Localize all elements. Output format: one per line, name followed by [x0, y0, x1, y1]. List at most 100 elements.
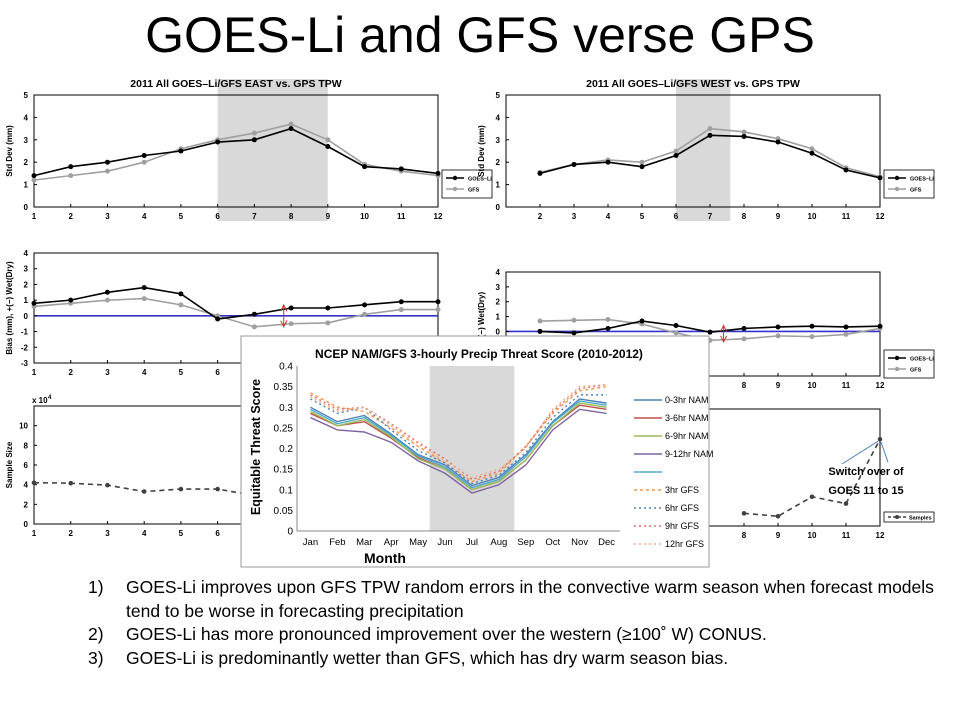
x-axis-label: Month: [364, 550, 406, 566]
annotation-arrow: [880, 442, 889, 463]
legend-marker: [895, 515, 899, 519]
x-tick-label: 6: [215, 368, 220, 377]
goes-li-series-point: [141, 285, 147, 291]
gfs-series-point: [178, 302, 184, 308]
y-tick-label: 2: [24, 158, 29, 167]
gfs-series-point: [288, 321, 294, 327]
legend-label: GOES–Li: [910, 357, 934, 363]
samples-series-point: [141, 489, 147, 494]
goes-li-series-point: [639, 318, 645, 324]
gfs-series-point: [141, 159, 147, 165]
x-tick-label: 9: [776, 212, 781, 221]
x-tick-label: 8: [289, 212, 294, 221]
y-tick-label: -2: [21, 343, 29, 352]
gfs-series-point: [325, 137, 331, 143]
x-tick-label: 5: [179, 212, 184, 221]
goes-li-series-point: [537, 170, 543, 176]
goes-li-series-point: [843, 167, 849, 173]
y-tick-label: 0.15: [274, 465, 294, 476]
bullet-number: 3): [88, 647, 104, 668]
gfs-series-point: [571, 317, 577, 323]
y-tick-label: 0.35: [274, 382, 294, 393]
goes-li-series-point: [741, 325, 747, 331]
goes-li-series-point: [843, 324, 849, 330]
x-tick-label: 3: [105, 212, 110, 221]
goes-li-series-point: [68, 164, 74, 170]
legend-marker: [894, 355, 900, 361]
goes-li-series-point: [741, 133, 747, 139]
y-tick-label: 0.25: [274, 423, 294, 434]
gfs-series-point: [435, 307, 441, 313]
y-tick-label: 0.3: [279, 403, 293, 414]
legend-box: [883, 349, 935, 379]
y-tick-label: 10: [19, 422, 28, 431]
y-tick-label: 5: [24, 91, 29, 100]
x-tick-label: 12: [434, 212, 443, 221]
x-tick-label: 8: [742, 212, 747, 221]
x-tick-label: 9: [776, 381, 781, 390]
y-tick-label: 0: [24, 203, 29, 212]
x-tick-label: Aug: [490, 537, 507, 548]
x-tick-label: Feb: [329, 537, 345, 548]
x-tick-label: Jun: [437, 537, 452, 548]
goes-li-series-point: [362, 164, 368, 170]
x-tick-label: Nov: [571, 537, 588, 548]
legend-label: Samples: [909, 516, 932, 522]
x-tick-label: 6: [215, 212, 220, 221]
chart-title: 2011 All GOES–Li/GFS WEST vs. GPS TPW: [586, 78, 800, 90]
x-tick-label: 2: [69, 368, 74, 377]
goes-li-series-point: [251, 137, 257, 143]
y-tick-label: 2: [24, 280, 29, 289]
bullet-number: 2): [88, 624, 104, 645]
goes-li-series-point: [809, 323, 815, 329]
x-tick-label: 11: [842, 212, 851, 221]
precip-threat-chart: NCEP NAM/GFS 3-hourly Precip Threat Scor…: [240, 335, 714, 568]
samples-series-point: [105, 482, 110, 488]
goes-li-series-point: [288, 126, 294, 132]
goes-li-series-point: [571, 161, 577, 167]
gfs-series-point: [741, 129, 747, 135]
y-tick-label: -1: [21, 328, 29, 337]
y-tick-label: 2: [496, 158, 501, 167]
x-tick-label: 10: [808, 212, 817, 221]
goes-li-series-point: [707, 329, 713, 335]
x-tick-label: 1: [32, 529, 37, 538]
y-tick-label: 3: [496, 136, 501, 145]
samples-series-point: [178, 486, 184, 492]
x-tick-label: 10: [808, 381, 817, 390]
x-tick-label: 10: [360, 212, 369, 221]
samples-series-point: [68, 480, 74, 486]
legend-marker: [894, 175, 900, 181]
y-axis-label: Equitable Threat Score: [249, 379, 263, 515]
goes-li-series-point: [104, 159, 110, 165]
y-axis-label: Std Dev (mm): [5, 125, 14, 177]
goes-li-series-point: [178, 291, 184, 297]
legend-label: 3hr GFS: [665, 485, 699, 495]
bullet-text: GOES-Li has more pronounced improvement …: [126, 624, 767, 645]
legend-marker: [894, 186, 900, 192]
goes-li-series-point: [141, 152, 147, 158]
goes-li-series-line: [33, 286, 438, 320]
y-tick-label: 3: [24, 265, 29, 274]
goes-li-series-point: [605, 325, 611, 331]
y-tick-label: 2: [24, 500, 29, 509]
goes-li-series-point: [435, 299, 441, 305]
chart-title: NCEP NAM/GFS 3-hourly Precip Threat Scor…: [315, 347, 643, 361]
goes-li-series-point: [251, 311, 257, 317]
goes-li-series-point: [571, 330, 577, 336]
goes-li-series-point: [605, 159, 611, 165]
legend-label: 3-6hr NAM: [665, 413, 709, 423]
x-tick-label: 11: [842, 531, 851, 540]
x-tick-label: 3: [572, 212, 577, 221]
gfs-series-point: [741, 336, 747, 342]
y-tick-label: 1: [496, 181, 501, 190]
ets-series-line: [310, 400, 607, 489]
goes-li-series-point: [178, 148, 184, 154]
x-tick-label: 2: [69, 212, 74, 221]
samples-series-point: [775, 513, 781, 519]
annotation-line-2: GOES 11 to 15: [828, 485, 903, 497]
goes-li-series-point: [31, 300, 37, 306]
y-tick-label: 3: [496, 283, 501, 292]
